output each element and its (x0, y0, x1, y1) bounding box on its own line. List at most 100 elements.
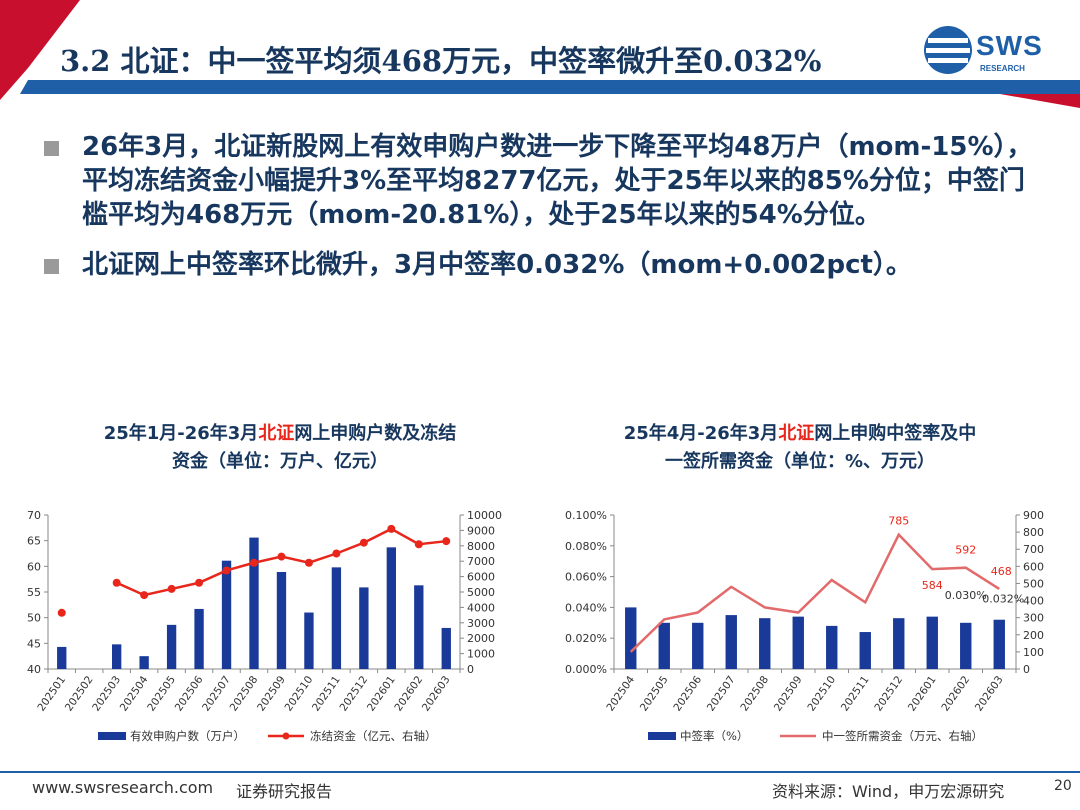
bar (658, 622, 670, 669)
legend-marker (282, 732, 290, 740)
right-tick-label: 700 (1023, 543, 1044, 556)
bar (725, 615, 737, 669)
x-tick-label: 202504 (604, 674, 637, 714)
x-tick-label: 202603 (420, 674, 453, 714)
right-tick-label: 2000 (467, 632, 495, 645)
data-label: 592 (955, 544, 976, 557)
logo-subtext: RESEARCH (980, 64, 1025, 73)
right-tick-label: 400 (1023, 595, 1044, 608)
bar (139, 656, 149, 669)
line-point (140, 591, 149, 600)
footer-divider (0, 771, 1080, 773)
right-tick-label: 100 (1023, 646, 1044, 659)
left-tick-label: 0.080% (565, 540, 607, 553)
line-point (359, 538, 368, 547)
line-point (250, 558, 258, 567)
x-tick-label: 202505 (638, 674, 671, 714)
bar (57, 646, 67, 669)
bar (249, 537, 259, 669)
series-line (629, 532, 1000, 653)
bar (111, 644, 122, 669)
data-label: 0.032% (982, 593, 1024, 606)
right-tick-label: 200 (1023, 629, 1044, 642)
bar (692, 622, 704, 669)
x-tick-label: 202511 (839, 674, 872, 714)
bar (625, 607, 637, 669)
legend-label: 有效申购户数（万户） (130, 729, 245, 743)
chart1-title-line2: 资金（单位：万户、亿元） (172, 451, 388, 472)
x-tick-label: 202506 (671, 674, 704, 714)
bar (276, 571, 287, 669)
right-tick-label: 900 (1023, 509, 1044, 522)
x-tick-label: 202601 (906, 674, 939, 714)
chart2-title-part: 网上申购中签率及中 (814, 423, 977, 444)
logo-text: SWS (976, 30, 1043, 61)
line-point (195, 578, 204, 587)
header-red-wedge (0, 0, 80, 100)
left-tick-label: 55 (27, 586, 41, 599)
x-tick-label: 202512 (872, 674, 905, 714)
bar (859, 632, 871, 669)
bar (759, 618, 771, 669)
chart1-title-highlight: 北证 (258, 423, 295, 444)
line-point (277, 552, 286, 561)
right-tick-label: 10000 (467, 509, 502, 522)
left-tick-label: 0.000% (565, 663, 607, 676)
data-label: 0.030% (945, 589, 987, 602)
header-red-accent (1000, 94, 1080, 108)
bullet-list: 26年3月，北证新股网上有效申购户数进一步下降至平均48万户（mom-15%），… (40, 130, 1050, 282)
right-tick-label: 5000 (467, 586, 495, 599)
right-tick-label: 600 (1023, 560, 1044, 573)
line-point (112, 578, 121, 587)
bar (926, 616, 938, 669)
left-tick-label: 0.060% (565, 571, 607, 584)
chart2-title-line2: 一签所需资金（单位：%、万元） (664, 451, 936, 472)
bar (441, 627, 451, 669)
legend-label: 中签率（%） (680, 729, 748, 743)
bar (304, 612, 314, 669)
header: 3.2 北证：中一签平均须468万元，中签率微升至0.032% SWS RESE… (0, 0, 1080, 110)
bar (414, 585, 424, 669)
line-point (387, 524, 396, 533)
bar (792, 616, 804, 669)
left-tick-label: 65 (27, 535, 41, 548)
chart2-svg: 0.000% 0.020% 0.040% 0.060% 0.080% 0.100% 0 100… (565, 509, 1044, 743)
left-tick-label: 45 (27, 637, 41, 650)
bar (893, 618, 905, 669)
chart2-title-highlight: 北证 (778, 423, 815, 444)
bullet-item: 26年3月，北证新股网上有效申购户数进一步下降至平均48万户（mom-15%），… (40, 130, 1050, 232)
data-label: 785 (888, 515, 909, 528)
bullet-square-icon (44, 259, 59, 274)
data-label: 584 (922, 579, 943, 592)
header-decoration (0, 0, 1080, 108)
right-tick-label: 0 (467, 663, 474, 676)
right-tick-label: 9000 (467, 524, 495, 537)
x-tick-label: 202509 (772, 674, 805, 714)
left-tick-label: 70 (27, 509, 41, 522)
bullet-item: 北证网上中签率环比微升，3月中签率0.032%（mom+0.002pct）。 (40, 248, 1050, 282)
x-tick-label: 202603 (973, 674, 1006, 714)
x-tick-label: 202602 (939, 674, 972, 714)
line-point (167, 584, 176, 593)
line-point (414, 540, 423, 549)
footer-source: 资料来源：Wind，申万宏源研究 (772, 782, 1005, 801)
bar (331, 567, 342, 669)
left-tick-label: 0.100% (565, 509, 607, 522)
x-tick-label: 202507 (705, 674, 738, 714)
line-point (222, 566, 231, 575)
page-number: 20 (1054, 778, 1072, 794)
x-tick-label: 202508 (738, 674, 771, 714)
right-tick-label: 3000 (467, 617, 495, 630)
chart1-title: 25年1月-26年3月北证网上申购户数及冻结 资金（单位：万户、亿元） (20, 420, 540, 476)
right-tick-label: 1000 (467, 648, 495, 661)
line-point (332, 549, 341, 558)
footer-url[interactable]: www.swsresearch.com (32, 778, 214, 797)
x-tick-label: 202510 (805, 674, 838, 714)
legend-label: 中一签所需资金（万元、右轴） (822, 729, 983, 743)
chart2-title-part: 25年4月-26年3月 (623, 423, 779, 444)
right-tick-label: 800 (1023, 526, 1044, 539)
sws-logo: SWS RESEARCH (922, 24, 1062, 80)
left-tick-label: 40 (27, 663, 41, 676)
left-tick-label: 0.040% (565, 601, 607, 614)
right-tick-label: 4000 (467, 601, 495, 614)
